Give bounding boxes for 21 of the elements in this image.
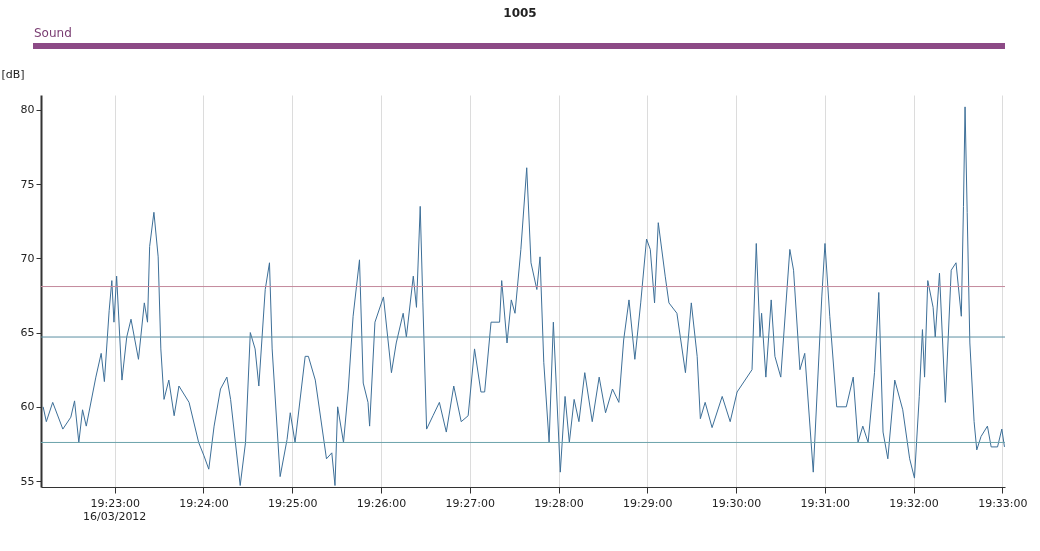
x-tick-label: 19:32:00 — [889, 496, 939, 510]
y-tick-label: 75 — [20, 177, 35, 191]
y-tick-label: 65 — [20, 326, 35, 340]
x-tick-label: 19:29:00 — [623, 496, 673, 510]
y-tick-label: 80 — [20, 103, 35, 117]
x-tick-label: 19:31:00 — [800, 496, 851, 510]
y-axis-title: [dB] — [1, 67, 25, 81]
x-tick-label: 19:24:00 — [179, 496, 229, 510]
chart-title: 1005 — [502, 6, 538, 20]
chart-subtitle: Sound — [34, 26, 72, 40]
x-tick-label: 19:30:00 — [711, 496, 762, 510]
x-tick-label: 19:27:00 — [445, 496, 495, 510]
x-tick-label: 19:28:00 — [534, 496, 584, 510]
y-tick-label: 70 — [20, 251, 35, 265]
x-tick-label: 19:26:00 — [356, 496, 407, 510]
y-tick-label: 60 — [20, 400, 35, 414]
y-tick-label: 55 — [20, 474, 35, 488]
text: 16/03/2012 — [82, 510, 147, 523]
x-tick-label: 19:23:00 — [90, 496, 140, 510]
x-tick-label: 19:25:00 — [268, 496, 318, 510]
x-tick-label: 19:33:00 — [978, 496, 1028, 510]
